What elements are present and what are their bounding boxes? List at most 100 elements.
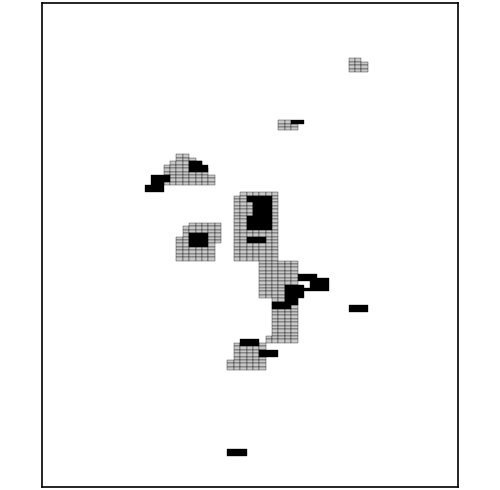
Polygon shape: [260, 274, 266, 278]
Polygon shape: [234, 364, 240, 367]
Polygon shape: [285, 288, 291, 292]
Polygon shape: [253, 196, 260, 199]
Polygon shape: [189, 254, 196, 257]
Polygon shape: [240, 223, 246, 226]
Polygon shape: [272, 264, 278, 268]
Polygon shape: [260, 196, 266, 199]
Polygon shape: [253, 343, 260, 346]
Polygon shape: [266, 257, 272, 261]
Polygon shape: [176, 247, 183, 250]
Polygon shape: [196, 226, 202, 230]
Polygon shape: [272, 220, 278, 223]
Polygon shape: [323, 278, 330, 281]
Polygon shape: [310, 278, 316, 281]
Polygon shape: [246, 254, 253, 257]
Polygon shape: [298, 278, 304, 281]
Polygon shape: [285, 312, 291, 316]
Polygon shape: [291, 333, 298, 336]
Polygon shape: [196, 165, 202, 168]
Polygon shape: [234, 206, 240, 209]
Polygon shape: [253, 240, 260, 244]
Polygon shape: [278, 261, 285, 264]
Polygon shape: [202, 223, 208, 226]
Polygon shape: [196, 240, 202, 244]
Polygon shape: [278, 329, 285, 333]
Polygon shape: [304, 288, 310, 292]
Polygon shape: [260, 247, 266, 250]
Polygon shape: [362, 309, 368, 312]
Polygon shape: [285, 319, 291, 322]
Polygon shape: [260, 281, 266, 285]
Polygon shape: [253, 254, 260, 257]
Polygon shape: [285, 295, 291, 298]
Polygon shape: [278, 298, 285, 302]
Polygon shape: [323, 285, 330, 288]
Polygon shape: [266, 271, 272, 274]
Polygon shape: [189, 165, 196, 168]
Polygon shape: [266, 202, 272, 206]
Polygon shape: [278, 326, 285, 329]
Polygon shape: [272, 196, 278, 199]
Polygon shape: [355, 65, 362, 69]
Polygon shape: [348, 69, 355, 72]
Polygon shape: [266, 240, 272, 244]
Polygon shape: [246, 209, 253, 213]
Polygon shape: [234, 449, 240, 452]
Polygon shape: [348, 305, 355, 309]
Polygon shape: [170, 161, 176, 165]
Polygon shape: [253, 206, 260, 209]
Polygon shape: [176, 161, 183, 165]
Polygon shape: [272, 302, 278, 305]
Polygon shape: [240, 367, 246, 370]
Polygon shape: [253, 250, 260, 254]
Polygon shape: [291, 292, 298, 295]
Polygon shape: [260, 261, 266, 264]
Polygon shape: [240, 206, 246, 209]
Polygon shape: [291, 295, 298, 298]
Polygon shape: [144, 189, 151, 192]
Polygon shape: [246, 340, 253, 343]
Polygon shape: [272, 199, 278, 202]
Polygon shape: [266, 353, 272, 357]
Polygon shape: [266, 295, 272, 298]
Polygon shape: [176, 250, 183, 254]
Polygon shape: [291, 281, 298, 285]
Polygon shape: [202, 233, 208, 237]
Polygon shape: [240, 237, 246, 240]
Polygon shape: [285, 264, 291, 268]
Polygon shape: [278, 123, 285, 127]
Polygon shape: [266, 261, 272, 264]
Polygon shape: [202, 230, 208, 233]
Polygon shape: [260, 209, 266, 213]
Polygon shape: [266, 220, 272, 223]
Polygon shape: [228, 360, 234, 364]
Polygon shape: [240, 213, 246, 216]
Polygon shape: [298, 292, 304, 295]
Polygon shape: [253, 223, 260, 226]
Polygon shape: [278, 322, 285, 326]
Polygon shape: [278, 336, 285, 340]
Polygon shape: [196, 254, 202, 257]
Polygon shape: [234, 353, 240, 357]
Polygon shape: [260, 213, 266, 216]
Polygon shape: [183, 154, 189, 158]
Polygon shape: [260, 223, 266, 226]
Polygon shape: [285, 322, 291, 326]
Polygon shape: [240, 346, 246, 350]
Polygon shape: [316, 278, 323, 281]
Polygon shape: [240, 452, 246, 456]
Polygon shape: [291, 288, 298, 292]
Polygon shape: [278, 268, 285, 271]
Polygon shape: [246, 357, 253, 360]
Polygon shape: [246, 230, 253, 233]
Polygon shape: [189, 158, 196, 161]
Polygon shape: [246, 196, 253, 199]
Polygon shape: [260, 353, 266, 357]
Polygon shape: [285, 305, 291, 309]
Polygon shape: [170, 165, 176, 168]
Polygon shape: [266, 226, 272, 230]
Polygon shape: [285, 261, 291, 264]
Polygon shape: [260, 295, 266, 298]
Polygon shape: [170, 168, 176, 172]
Polygon shape: [253, 353, 260, 357]
